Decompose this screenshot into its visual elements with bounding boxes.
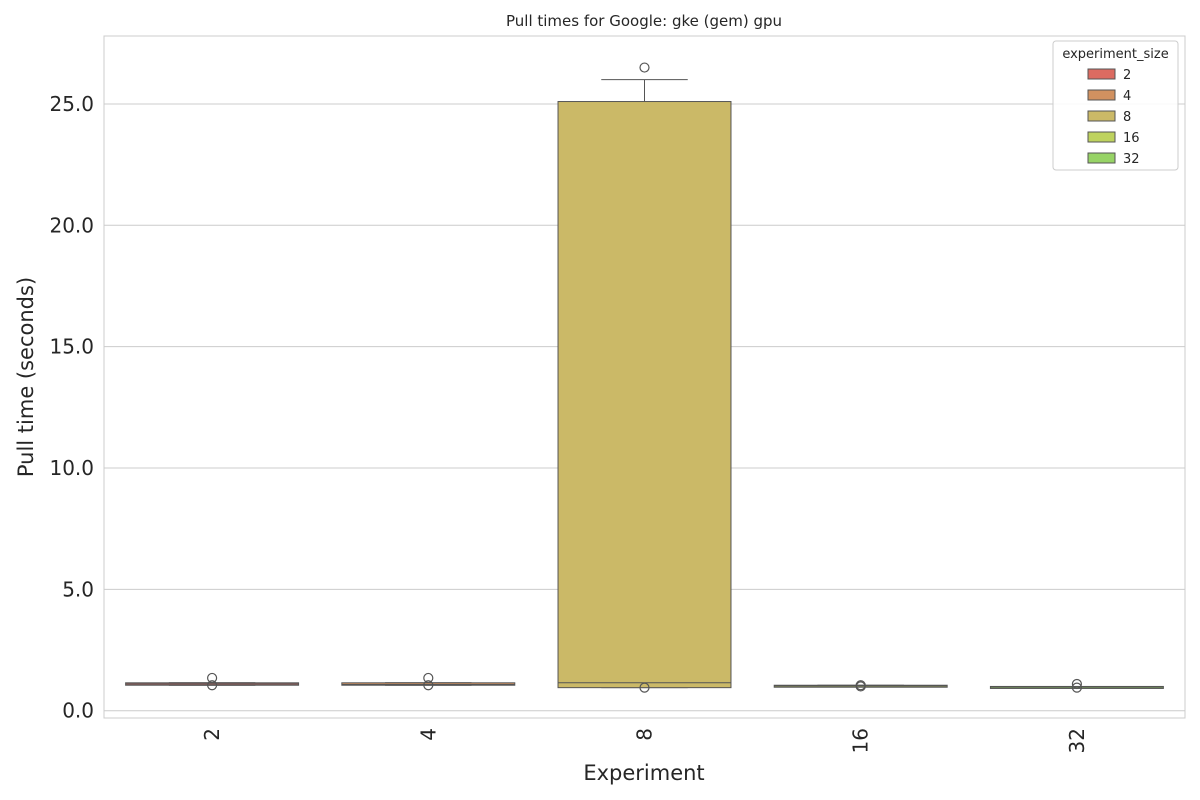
chart-title: Pull times for Google: gke (gem) gpu (506, 12, 782, 30)
legend-entry-label: 16 (1123, 131, 1140, 146)
outlier-point (207, 672, 218, 684)
box-group (989, 678, 1164, 693)
x-tick-label: 4 (416, 728, 440, 741)
box-group (557, 62, 732, 693)
legend-frame (1052, 40, 1179, 171)
y-tick-label: 10.0 (49, 456, 94, 480)
legend-swatch (1087, 89, 1116, 101)
outlier-point (423, 672, 434, 684)
x-tick-label: 32 (1065, 728, 1089, 753)
legend-title: experiment_size (1062, 47, 1168, 62)
legend-swatch (1087, 68, 1116, 80)
legend-entry-label: 4 (1123, 89, 1131, 104)
y-tick-label: 5.0 (62, 577, 94, 601)
legend-entry-label: 2 (1123, 68, 1131, 83)
legend-entry-label: 8 (1123, 110, 1131, 125)
plot-frame (103, 35, 1186, 719)
outlier-point (639, 682, 650, 693)
y-tick-label: 20.0 (49, 213, 94, 237)
x-tick-label: 16 (849, 728, 873, 753)
x-tick-labels: 2 4 8 16 32 (200, 728, 1089, 753)
outlier-point (423, 680, 434, 691)
legend-swatch (1087, 110, 1116, 122)
outlier-point (207, 680, 218, 691)
box-group (773, 680, 948, 692)
legend-swatch (1087, 131, 1116, 143)
box-group (341, 672, 516, 691)
outlier-point (639, 62, 650, 73)
y-tick-labels: 0.0 5.0 10.0 15.0 20.0 25.0 (49, 92, 94, 723)
x-tick-label: 8 (633, 728, 657, 741)
box-iqr (557, 101, 732, 689)
legend-swatch (1087, 152, 1116, 164)
y-axis-title: Pull time (seconds) (14, 277, 38, 477)
legend: experiment_size 2 4 8 16 32 (1052, 40, 1179, 171)
box-series (125, 62, 1164, 693)
y-tick-label: 25.0 (49, 92, 94, 116)
x-tick-label: 2 (200, 728, 224, 741)
y-tick-label: 15.0 (49, 335, 94, 359)
outlier-point (1071, 682, 1083, 693)
outlier-point (1071, 678, 1083, 690)
outlier-point (855, 681, 866, 692)
legend-entry-label: 32 (1123, 152, 1140, 167)
box-group (125, 672, 300, 691)
y-tick-label: 0.0 (62, 699, 94, 723)
x-axis-title: Experiment (583, 761, 704, 785)
